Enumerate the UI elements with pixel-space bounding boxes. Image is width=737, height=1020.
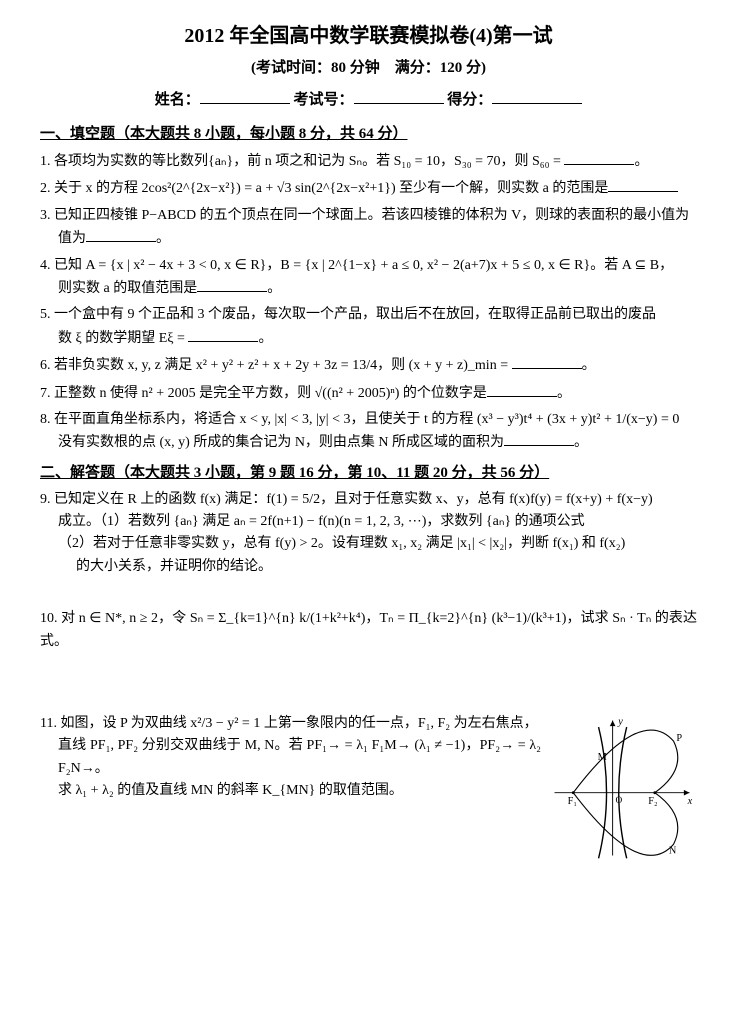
section-1-heading: 一、填空题（本大题共 8 小题，每小题 8 分，共 64 分）: [40, 122, 697, 146]
id-label: 考试号：: [293, 92, 353, 108]
q2-text: 2. 关于 x 的方程 2cos²(2^{2x−x²}) = a + √3 si…: [40, 181, 608, 196]
name-label: 姓名：: [155, 92, 200, 108]
question-3: 3. 已知正四棱锥 P−ABCD 的五个顶点在同一个球面上。若该四棱锥的体积为 …: [40, 205, 697, 251]
name-line: 姓名： 考试号： 得分：: [40, 88, 697, 112]
fig-F1: F₁: [568, 796, 577, 807]
q3-end: 。: [156, 231, 170, 246]
hyperbola-figure: x y P M N F₁ F₂ O: [547, 713, 697, 863]
q9b-text: 成立。（1）若数列 {aₙ} 满足 aₙ = 2f(n+1) − f(n)(n …: [40, 511, 697, 533]
q6-end: 。: [582, 358, 596, 373]
fig-F2: F₂: [648, 796, 658, 807]
q4a-text: 4. 已知 A = {x | x² − 4x + 3 < 0, x ∈ R}，B…: [40, 258, 673, 273]
question-7: 7. 正整数 n 使得 n² + 2005 是完全平方数，则 √((n² + 2…: [40, 382, 697, 405]
fig-y-label: y: [617, 716, 623, 727]
q1-end: 。: [634, 154, 648, 169]
q9a-text: 9. 已知定义在 R 上的函数 f(x) 满足：f(1) = 5/2，且对于任意…: [40, 492, 653, 507]
q5a-text: 5. 一个盒中有 9 个正品和 3 个废品，每次取一个产品，取出后不在放回，在取…: [40, 307, 656, 322]
score-label: 得分：: [447, 92, 492, 108]
q7-end: 。: [557, 386, 571, 401]
q5-blank[interactable]: [188, 327, 258, 342]
q1-text: 1. 各项均为实数的等比数列{aₙ}，前 n 项之和记为 Sₙ。若 S₁₀ = …: [40, 154, 564, 169]
q8-blank[interactable]: [504, 431, 574, 446]
question-11: x y P M N F₁ F₂ O 11. 如图，设 P 为双曲线 x²/3 −…: [40, 713, 697, 863]
id-blank[interactable]: [354, 88, 444, 104]
q3-blank[interactable]: [86, 227, 156, 242]
q8b-text: 没有实数根的点 (x, y) 所成的集合记为 N，则由点集 N 所成区域的面积为: [58, 435, 504, 450]
q4-blank[interactable]: [197, 277, 267, 292]
question-8: 8. 在平面直角坐标系内，将适合 x < y, |x| < 3, |y| < 3…: [40, 409, 697, 455]
q4-end: 。: [267, 281, 281, 296]
fig-M: M: [598, 752, 607, 763]
q4b-text: 则实数 a 的取值范围是: [58, 281, 197, 296]
question-10: 10. 对 n ∈ N*, n ≥ 2，令 Sₙ = Σ_{k=1}^{n} k…: [40, 608, 697, 653]
q10-text: 10. 对 n ∈ N*, n ≥ 2，令 Sₙ = Σ_{k=1}^{n} k…: [40, 611, 697, 648]
q7-blank[interactable]: [487, 382, 557, 397]
question-2: 2. 关于 x 的方程 2cos²(2^{2x−x²}) = a + √3 si…: [40, 177, 697, 200]
question-5: 5. 一个盒中有 9 个正品和 3 个废品，每次取一个产品，取出后不在放回，在取…: [40, 304, 697, 350]
question-6: 6. 若非负实数 x, y, z 满足 x² + y² + z² + x + 2…: [40, 354, 697, 377]
q9c-text: （2）若对于任意非零实数 y，总有 f(y) > 2。设有理数 x₁, x₂ 满…: [40, 533, 697, 555]
q2-blank[interactable]: [608, 177, 678, 192]
question-9: 9. 已知定义在 R 上的函数 f(x) 满足：f(1) = 5/2，且对于任意…: [40, 489, 697, 579]
section-2-heading: 二、解答题（本大题共 3 小题，第 9 题 16 分，第 10、11 题 20 …: [40, 461, 697, 485]
q6-text: 6. 若非负实数 x, y, z 满足 x² + y² + z² + x + 2…: [40, 358, 512, 373]
fig-O: O: [615, 796, 622, 806]
name-blank[interactable]: [200, 88, 290, 104]
question-1: 1. 各项均为实数的等比数列{aₙ}，前 n 项之和记为 Sₙ。若 S₁₀ = …: [40, 150, 697, 173]
page-title: 2012 年全国高中数学联赛模拟卷(4)第一试: [40, 20, 697, 52]
q8-end: 。: [574, 435, 588, 450]
q5-end: 。: [258, 331, 272, 346]
q11a-text: 11. 如图，设 P 为双曲线 x²/3 − y² = 1 上第一象限内的任一点…: [40, 716, 538, 731]
page-subtitle: (考试时间：80 分钟 满分：120 分): [40, 56, 697, 80]
q3-label: 值为: [58, 231, 86, 246]
score-blank[interactable]: [492, 88, 582, 104]
question-4: 4. 已知 A = {x | x² − 4x + 3 < 0, x ∈ R}，B…: [40, 255, 697, 301]
q6-blank[interactable]: [512, 354, 582, 369]
q9d-text: 的大小关系，并证明你的结论。: [40, 556, 697, 578]
fig-x-label: x: [687, 796, 693, 807]
q7-text: 7. 正整数 n 使得 n² + 2005 是完全平方数，则 √((n² + 2…: [40, 386, 487, 401]
q3-text: 3. 已知正四棱锥 P−ABCD 的五个顶点在同一个球面上。若该四棱锥的体积为 …: [40, 208, 689, 223]
fig-N: N: [669, 846, 677, 857]
q8a-text: 8. 在平面直角坐标系内，将适合 x < y, |x| < 3, |y| < 3…: [40, 412, 679, 427]
q5b-text: 数 ξ 的数学期望 Eξ =: [58, 331, 188, 346]
fig-P: P: [676, 733, 682, 744]
q1-blank[interactable]: [564, 150, 634, 165]
